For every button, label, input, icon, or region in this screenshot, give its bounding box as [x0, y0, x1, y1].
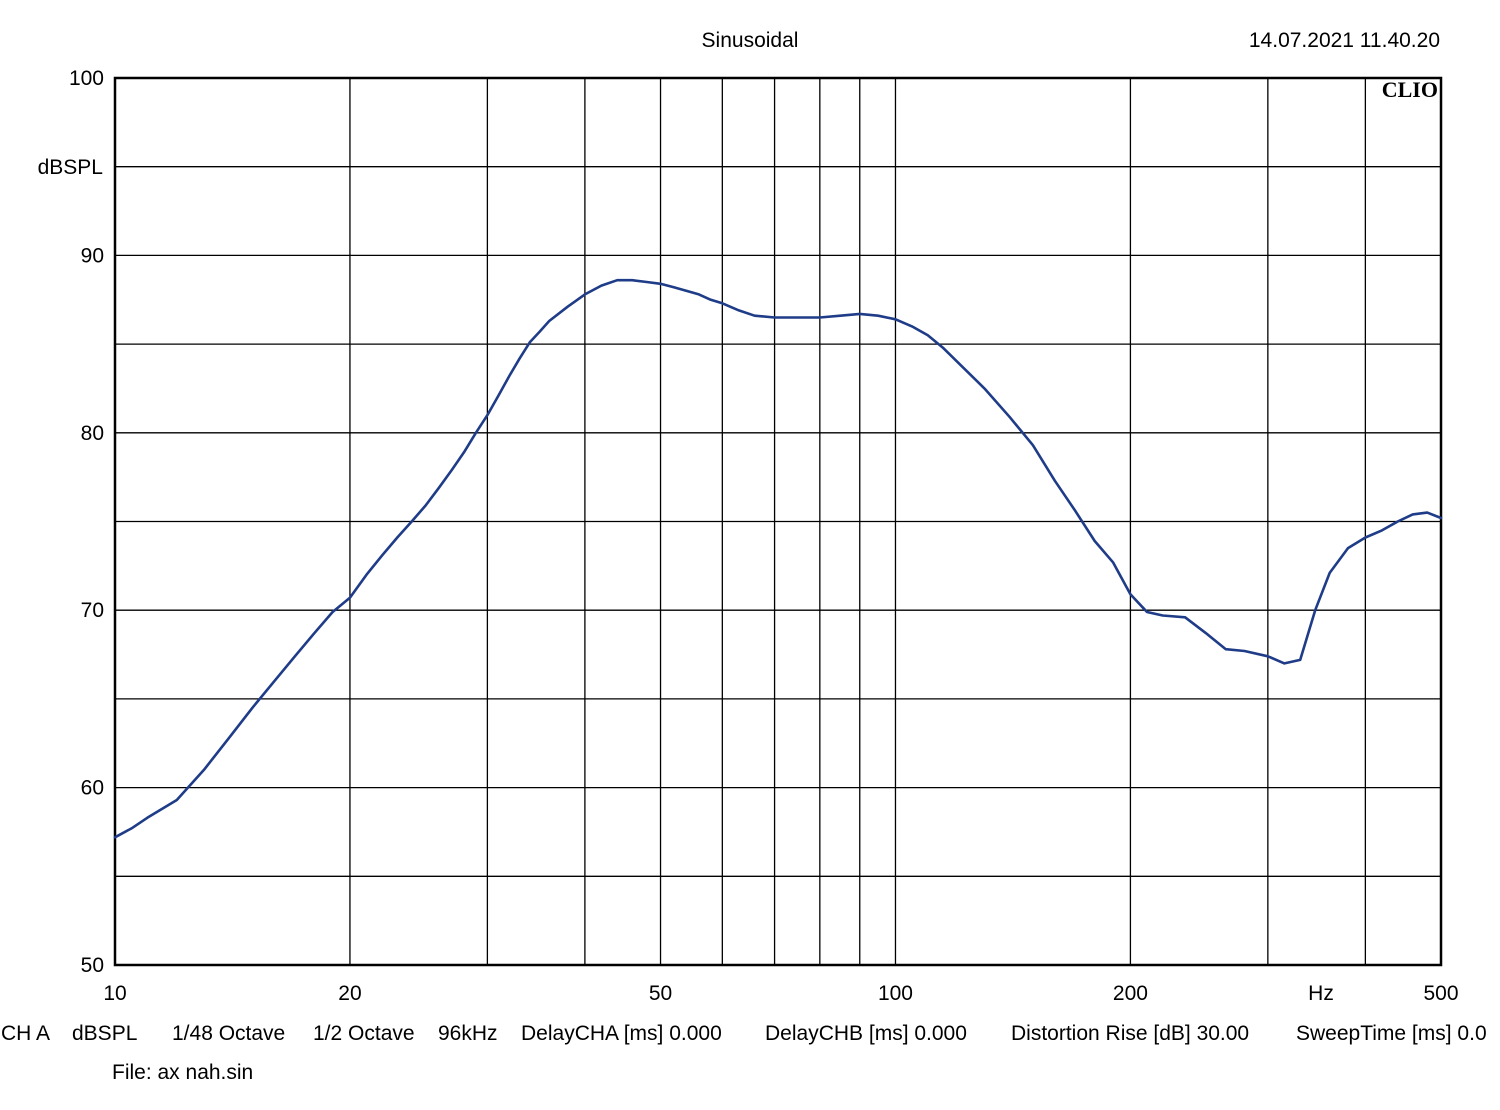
file-name: File: ax nah.sin — [112, 1061, 253, 1084]
spl-curve — [113, 278, 1443, 839]
y-tick-label: 60 — [81, 777, 104, 800]
measurement-parameters: CH A dBSPL 1/48 Octave 1/2 Octave 96kHz Delay… — [1, 1022, 1487, 1045]
plot-frame — [113, 76, 1443, 967]
parameter-label: DelayCHB [ms] 0.000 — [765, 1022, 967, 1045]
parameter-label: 96kHz — [438, 1022, 498, 1045]
parameter-label: DelayCHA [ms] 0.000 — [521, 1022, 722, 1045]
x-tick-label: 200 — [1113, 982, 1148, 1005]
x-tick-label: 10 — [103, 982, 126, 1005]
x-tick-label: 50 — [649, 982, 672, 1005]
y-axis-label: dBSPL — [38, 156, 103, 179]
x-tick-label: 100 — [878, 982, 913, 1005]
mode-title: Sinusoidal — [702, 29, 799, 52]
y-tick-label: 70 — [81, 599, 104, 622]
y-tick-labels: 50 60 70 80 90 100 — [69, 67, 104, 977]
parameter-label: dBSPL — [72, 1022, 137, 1045]
y-tick-label: 90 — [81, 244, 104, 267]
series-layer — [113, 278, 1443, 839]
x-tick-labels: 10 20 50 100 200 500 — [103, 982, 1458, 1005]
parameter-label: Distortion Rise [dB] 30.00 — [1011, 1022, 1249, 1045]
x-tick-label: 500 — [1423, 982, 1458, 1005]
plot-grid — [115, 78, 1441, 965]
clio-logo: CLIO — [1382, 77, 1438, 102]
parameter-label: SweepTime [ms] 0.0 — [1296, 1022, 1487, 1045]
timestamp: 14.07.2021 11.40.20 — [1249, 29, 1440, 52]
y-tick-label: 80 — [81, 422, 104, 445]
parameter-label: 1/2 Octave — [313, 1022, 415, 1045]
x-axis-unit-label: Hz — [1308, 982, 1334, 1005]
y-tick-label: 100 — [69, 67, 104, 90]
parameter-label: 1/48 Octave — [172, 1022, 285, 1045]
y-tick-label: 50 — [81, 954, 104, 977]
x-tick-label: 20 — [338, 982, 361, 1005]
parameter-label: CH A — [1, 1022, 50, 1045]
